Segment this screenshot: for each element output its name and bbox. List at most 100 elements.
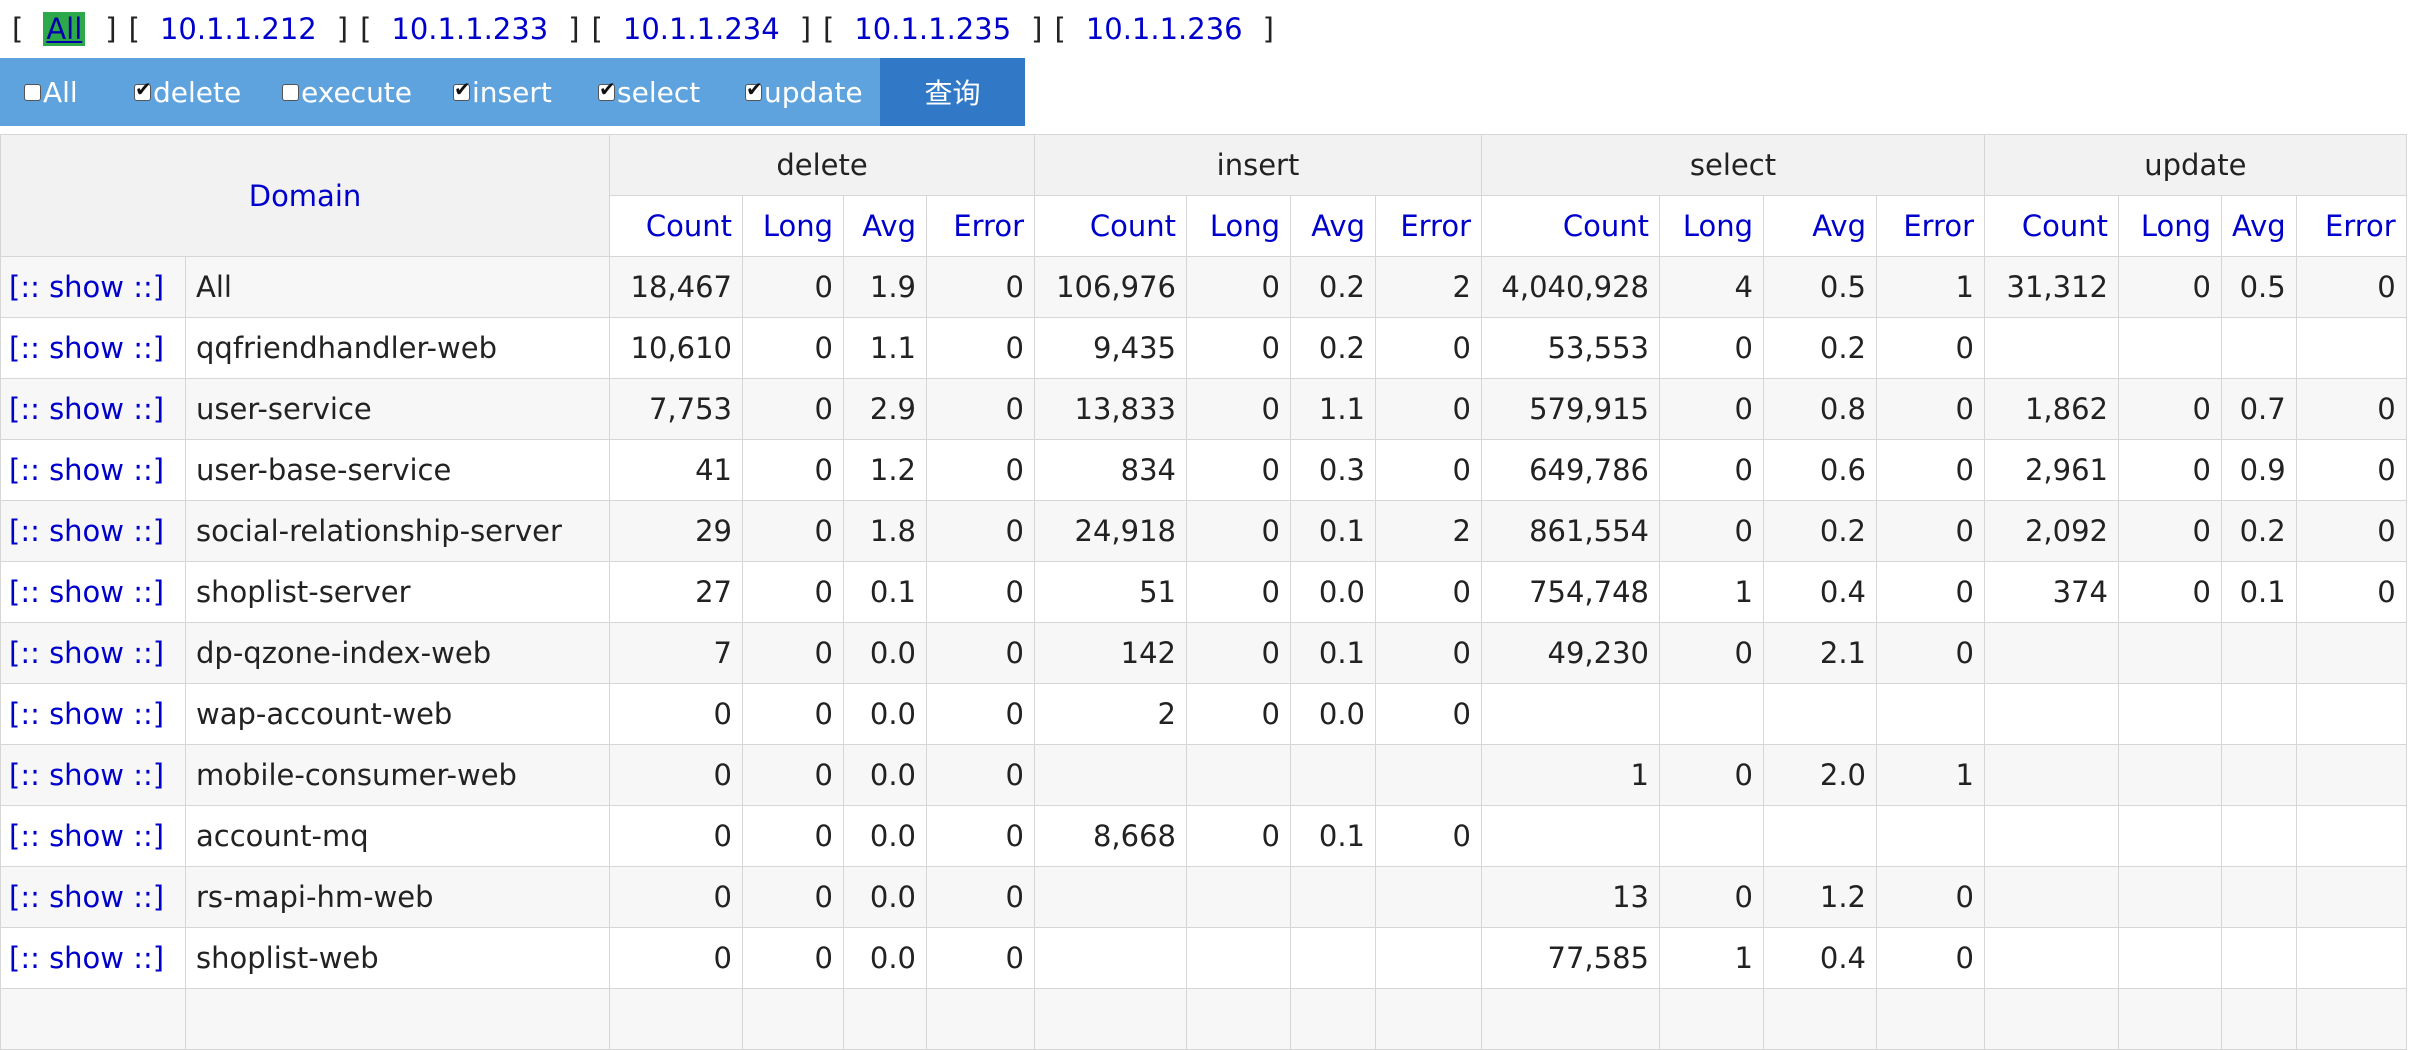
metric-cell (1034, 744, 1187, 806)
metric-cell (1763, 683, 1877, 745)
sub-header-insert-count[interactable]: Count (1034, 195, 1187, 257)
bracket-open: [ (591, 12, 603, 46)
metric-cell (2118, 927, 2222, 989)
domain-header[interactable]: Domain (0, 134, 610, 257)
domain-name: All (185, 256, 610, 318)
metric-cell: 9,435 (1034, 317, 1187, 379)
show-link[interactable]: [:: show ::] (9, 697, 165, 731)
sub-header-delete-count[interactable]: Count (609, 195, 743, 257)
ip-link-all[interactable]: All (43, 12, 86, 46)
metric-cell (843, 988, 927, 1050)
sort-link[interactable]: Avg (862, 209, 916, 243)
sub-header-select-avg[interactable]: Avg (1763, 195, 1877, 257)
metric-cell: 0 (1659, 866, 1764, 928)
filter-label: delete (153, 75, 242, 109)
filter-label: update (764, 75, 863, 109)
sort-link[interactable]: Long (1209, 209, 1280, 243)
filter-update[interactable]: update (745, 58, 863, 126)
filter-select[interactable]: select (598, 58, 700, 126)
metric-cell: 0.1 (2221, 561, 2297, 623)
metric-cell (2118, 988, 2222, 1050)
metric-cell: 10,610 (609, 317, 743, 379)
metric-cell: 0.1 (1290, 500, 1376, 562)
show-link[interactable]: [:: show ::] (9, 453, 165, 487)
show-link[interactable]: [:: show ::] (9, 819, 165, 853)
filter-delete[interactable]: delete (134, 58, 241, 126)
show-cell: [:: show ::] (0, 378, 186, 440)
sort-link[interactable]: Long (762, 209, 833, 243)
query-button[interactable]: 查询 (880, 58, 1025, 126)
ip-link[interactable]: 10.1.1.212 (159, 12, 317, 46)
metric-cell: 0 (2295, 500, 2407, 562)
show-link[interactable]: [:: show ::] (9, 941, 165, 975)
filter-All[interactable]: All (24, 58, 78, 126)
sort-link[interactable]: Error (953, 209, 1024, 243)
sort-link[interactable]: Count (1562, 209, 1649, 243)
sub-header-update-long[interactable]: Long (2118, 195, 2222, 257)
show-link[interactable]: [:: show ::] (9, 392, 165, 426)
ip-link[interactable]: 10.1.1.235 (854, 12, 1012, 46)
sort-link[interactable]: Avg (2232, 209, 2286, 243)
metric-cell: 0 (742, 256, 844, 318)
ip-link[interactable]: 10.1.1.236 (1085, 12, 1243, 46)
metric-cell: 754,748 (1481, 561, 1660, 623)
show-link[interactable]: [:: show ::] (9, 575, 165, 609)
sort-link[interactable]: Count (645, 209, 732, 243)
sort-link[interactable]: Avg (1812, 209, 1866, 243)
checkbox[interactable] (134, 77, 152, 101)
domain-sort-link[interactable]: Domain (248, 178, 362, 213)
sub-header-insert-long[interactable]: Long (1186, 195, 1291, 257)
metric-cell: 1.2 (843, 439, 927, 501)
metric-cell: 2 (1034, 683, 1187, 745)
metric-cell: 2.9 (843, 378, 927, 440)
sub-header-insert-avg[interactable]: Avg (1290, 195, 1376, 257)
sub-header-update-count[interactable]: Count (1984, 195, 2119, 257)
show-link[interactable]: [:: show ::] (9, 514, 165, 548)
metric-cell: 77,585 (1481, 927, 1660, 989)
sub-header-update-error[interactable]: Error (2295, 195, 2407, 257)
metric-cell (1186, 744, 1291, 806)
metric-cell: 0 (926, 866, 1035, 928)
checkbox[interactable] (745, 77, 763, 101)
sort-link[interactable]: Error (1903, 209, 1974, 243)
sort-link[interactable]: Long (1682, 209, 1753, 243)
ip-link[interactable]: 10.1.1.234 (622, 12, 780, 46)
checkbox[interactable] (453, 77, 471, 101)
bracket-open: [ (128, 12, 140, 46)
sort-link[interactable]: Avg (1311, 209, 1365, 243)
sub-header-delete-avg[interactable]: Avg (843, 195, 927, 257)
filter-insert[interactable]: insert (453, 58, 552, 126)
metric-cell (2221, 744, 2297, 806)
sort-link[interactable]: Count (1089, 209, 1176, 243)
sort-link[interactable]: Long (2140, 209, 2211, 243)
show-link[interactable]: [:: show ::] (9, 270, 165, 304)
metric-cell: 0.1 (843, 561, 927, 623)
show-link[interactable]: [:: show ::] (9, 636, 165, 670)
checkbox[interactable] (598, 77, 616, 101)
show-link[interactable]: [:: show ::] (9, 331, 165, 365)
sort-link[interactable]: Error (1400, 209, 1471, 243)
metric-cell: 0 (1186, 500, 1291, 562)
sub-header-select-count[interactable]: Count (1481, 195, 1660, 257)
sub-header-delete-error[interactable]: Error (926, 195, 1035, 257)
sub-header-insert-error[interactable]: Error (1375, 195, 1482, 257)
table-row: [:: show ::] shoplist-web 0 0 0.0 0 77,585 1 0.4… (0, 927, 2407, 989)
ip-link[interactable]: 10.1.1.233 (391, 12, 549, 46)
sub-header-update-avg[interactable]: Avg (2221, 195, 2297, 257)
checkbox[interactable] (24, 83, 41, 101)
checkbox[interactable] (282, 83, 299, 101)
show-link[interactable]: [:: show ::] (9, 880, 165, 914)
sub-header-select-long[interactable]: Long (1659, 195, 1764, 257)
filter-execute[interactable]: execute (282, 58, 412, 126)
metric-cell: 0 (1186, 317, 1291, 379)
metric-cell: 834 (1034, 439, 1187, 501)
sub-header-delete-long[interactable]: Long (742, 195, 844, 257)
metric-cell: 0.4 (1763, 561, 1877, 623)
sort-link[interactable]: Error (2325, 209, 2396, 243)
show-link[interactable]: [:: show ::] (9, 758, 165, 792)
sub-header-select-error[interactable]: Error (1876, 195, 1985, 257)
metric-cell: 0 (609, 683, 743, 745)
sort-link[interactable]: Count (2021, 209, 2108, 243)
show-cell: [:: show ::] (0, 317, 186, 379)
metric-cell (1375, 866, 1482, 928)
